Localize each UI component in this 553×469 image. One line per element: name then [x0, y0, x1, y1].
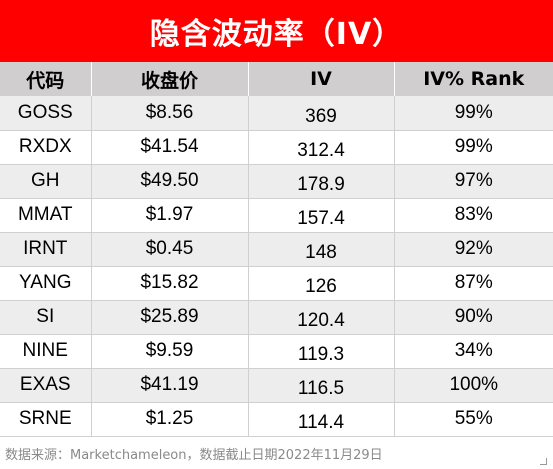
- cell-iv-rank: 90%: [394, 300, 553, 335]
- cell-code: RXDX: [0, 130, 92, 165]
- header-row: 代码 收盘价 IV IV% Rank: [0, 62, 553, 96]
- cell-iv-rank: 99%: [394, 96, 553, 131]
- cell-iv-rank: 92%: [394, 232, 553, 267]
- source-footnote-text: 数据来源：Marketchameleon，数据截止日期2022年11月29日: [5, 447, 383, 463]
- cell-iv-rank: 83%: [394, 198, 553, 233]
- cell-close-price: $15.82: [91, 266, 249, 301]
- table-row: MMAT $1.97 157.4 83%: [0, 198, 553, 233]
- table-row: NINE $9.59 119.3 34%: [0, 334, 553, 369]
- cell-iv: 157.4: [248, 198, 395, 233]
- table-row: IRNT $0.45 148 92%: [0, 232, 553, 267]
- cell-iv-rank: 55%: [394, 402, 553, 437]
- cell-iv: 148: [248, 232, 395, 267]
- cell-code: SI: [0, 300, 92, 335]
- iv-table: 代码 收盘价 IV IV% Rank GOSS $8.56 369 99% RX…: [0, 62, 553, 437]
- cell-iv: 120.4: [248, 300, 395, 335]
- cell-close-price: $25.89: [91, 300, 249, 335]
- cell-iv: 114.4: [248, 402, 395, 437]
- cell-code: GH: [0, 164, 92, 199]
- cell-close-price: $1.97: [91, 198, 249, 233]
- cell-close-price: $41.19: [91, 368, 249, 403]
- cell-iv: 126: [248, 266, 395, 301]
- column-header-code: 代码: [0, 62, 92, 96]
- cell-iv: 116.5: [248, 368, 395, 403]
- column-header-iv-rank: IV% Rank: [394, 62, 553, 96]
- table-title: 隐含波动率（IV）: [0, 0, 553, 62]
- table-row: SI $25.89 120.4 90%: [0, 300, 553, 335]
- cell-code: YANG: [0, 266, 92, 301]
- cell-iv: 312.4: [248, 130, 395, 165]
- table-row: GH $49.50 178.9 97%: [0, 164, 553, 199]
- cell-iv: 369: [248, 96, 395, 131]
- cell-close-price: $1.25: [91, 402, 249, 437]
- cell-iv-rank: 100%: [394, 368, 553, 403]
- cell-close-price: $9.59: [91, 334, 249, 369]
- column-header-close-price: 收盘价: [91, 62, 249, 96]
- cell-code: MMAT: [0, 198, 92, 233]
- table-row: RXDX $41.54 312.4 99%: [0, 130, 553, 165]
- cell-close-price: $41.54: [91, 130, 249, 165]
- cell-close-price: $0.45: [91, 232, 249, 267]
- cell-code: EXAS: [0, 368, 92, 403]
- cell-iv: 119.3: [248, 334, 395, 369]
- table-row: GOSS $8.56 369 99%: [0, 96, 553, 131]
- cell-iv-rank: 99%: [394, 130, 553, 165]
- cell-iv: 178.9: [248, 164, 395, 199]
- cell-iv-rank: 34%: [394, 334, 553, 369]
- table-row: YANG $15.82 126 87%: [0, 266, 553, 301]
- cell-iv-rank: 87%: [394, 266, 553, 301]
- table-row: SRNE $1.25 114.4 55%: [0, 402, 553, 437]
- cell-close-price: $49.50: [91, 164, 249, 199]
- cell-code: SRNE: [0, 402, 92, 437]
- cell-code: NINE: [0, 334, 92, 369]
- cell-iv-rank: 97%: [394, 164, 553, 199]
- cell-code: IRNT: [0, 232, 92, 267]
- cell-code: GOSS: [0, 96, 92, 131]
- table-row: EXAS $41.19 116.5 100%: [0, 368, 553, 403]
- cell-close-price: $8.56: [91, 96, 249, 131]
- column-header-iv: IV: [248, 62, 395, 96]
- source-footnote: 数据来源：Marketchameleon，数据截止日期2022年11月29日: [0, 436, 553, 469]
- resize-corner-icon: [540, 458, 547, 465]
